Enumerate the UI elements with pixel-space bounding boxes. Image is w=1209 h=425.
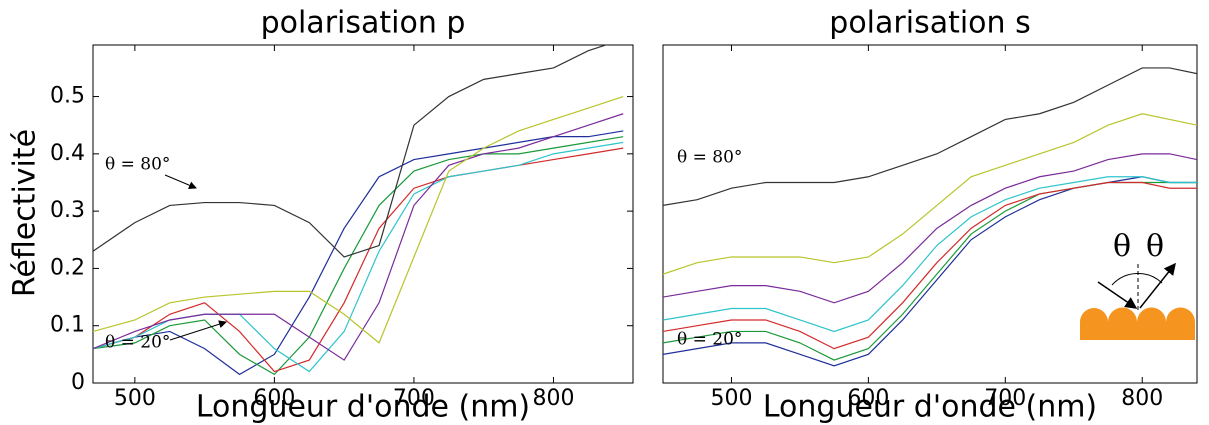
inset-label: θ [1113, 229, 1131, 264]
annotation: θ = 20° [105, 333, 170, 353]
y-tick-label: 0.1 [50, 313, 85, 338]
series-line [663, 67, 1197, 207]
y-tick-label: 0.2 [50, 255, 85, 280]
series-line [93, 45, 608, 258]
y-tick-label: 0 [71, 370, 85, 395]
annotation: θ = 80° [677, 148, 742, 168]
chart-title: polarisation s [829, 6, 1030, 41]
inset-surface [1080, 307, 1195, 340]
y-tick-label: 0.4 [50, 141, 85, 166]
inset-incident [1097, 281, 1138, 309]
x-tick-label: 600 [847, 386, 889, 411]
annotation: θ = 20° [677, 330, 742, 350]
x-tick-label: 800 [532, 386, 574, 411]
inset-diagram: θ θ [1080, 229, 1195, 340]
x-tick-label: 800 [1121, 386, 1163, 411]
inset-arc [1111, 272, 1163, 286]
x-tick-label: 600 [253, 386, 295, 411]
y-axis-label: Réflectivité [8, 129, 43, 297]
series-line [93, 113, 624, 361]
series-line [93, 95, 624, 344]
series-line [663, 181, 1197, 350]
series-line [93, 136, 624, 376]
annotation-arrow [169, 320, 227, 341]
x-tick-label: 500 [114, 386, 156, 411]
series-line [663, 176, 1197, 367]
series-line [663, 153, 1197, 304]
series-line [663, 113, 1197, 275]
annotation: θ = 80° [105, 155, 170, 175]
series-line [93, 130, 624, 376]
plot-frame [92, 44, 634, 384]
inset-label: θ [1146, 229, 1164, 264]
x-axis-label: Longueur d'onde (nm) [763, 390, 1097, 425]
x-axis-label: Longueur d'onde (nm) [196, 390, 530, 425]
inset-reflected [1139, 262, 1176, 309]
plot-frame [662, 44, 1198, 384]
series-line [93, 147, 624, 373]
annotation-arrow [164, 174, 197, 189]
x-tick-label: 500 [710, 386, 752, 411]
x-tick-label: 700 [984, 386, 1026, 411]
series-line [663, 176, 1197, 333]
x-tick-label: 700 [393, 386, 435, 411]
chart-title: polarisation p [261, 6, 466, 41]
y-tick-label: 0.3 [50, 198, 85, 223]
y-tick-label: 0.5 [50, 84, 85, 109]
